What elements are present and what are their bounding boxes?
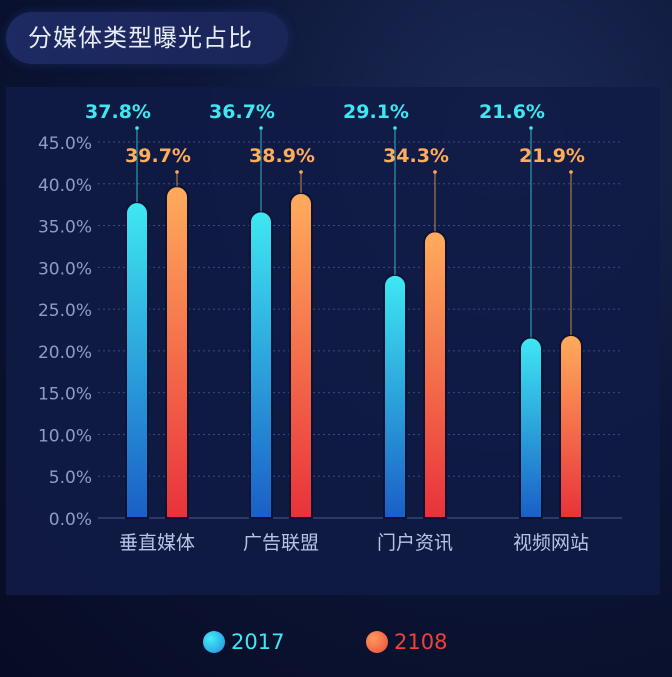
leader-dot (135, 126, 139, 130)
y-tick-label: 0.0% (49, 510, 92, 530)
y-tick-label: 20.0% (38, 343, 92, 363)
y-tick-label: 35.0% (38, 218, 92, 238)
leader-dot (175, 170, 179, 174)
legend-dot-icon (366, 631, 388, 653)
bar-2017-1[interactable] (249, 210, 273, 519)
leader-dot (433, 170, 437, 174)
legend-dot-icon (203, 631, 225, 653)
legend-label: 2108 (394, 630, 448, 654)
legend-item-2017[interactable]: 2017 (203, 628, 284, 656)
y-tick-label: 25.0% (38, 301, 92, 321)
x-category-label: 视频网站 (513, 532, 589, 554)
data-label: 37.8% (85, 101, 151, 123)
bar-2017-0[interactable] (125, 201, 149, 519)
legend-item-2108[interactable]: 2108 (366, 628, 447, 656)
leader-dot (259, 126, 263, 130)
legend: 2017 2108 (0, 622, 672, 662)
bar-2108-1[interactable] (289, 192, 313, 519)
y-tick-label: 15.0% (38, 385, 92, 405)
y-tick-label: 5.0% (49, 468, 92, 488)
x-category-label: 门户资讯 (377, 532, 453, 554)
x-category-label: 广告联盟 (243, 532, 319, 554)
chart-panel (6, 87, 660, 595)
chart-title: 分媒体类型曝光占比 (28, 24, 253, 52)
data-label: 21.9% (519, 145, 585, 167)
leader-dot (299, 170, 303, 174)
leader-dot (393, 126, 397, 130)
data-label: 21.6% (479, 101, 545, 123)
y-tick-label: 30.0% (38, 259, 92, 279)
chart-title-badge: 分媒体类型曝光占比 (6, 12, 288, 64)
leader-dot (569, 170, 573, 174)
data-label: 39.7% (125, 145, 191, 167)
bar-2108-3[interactable] (559, 334, 583, 519)
y-tick-label: 10.0% (38, 426, 92, 446)
x-category-label: 垂直媒体 (119, 532, 195, 554)
y-tick-label: 40.0% (38, 176, 92, 196)
data-label: 36.7% (209, 101, 275, 123)
y-tick-label: 45.0% (38, 134, 92, 154)
data-label: 29.1% (343, 101, 409, 123)
leader-dot (529, 126, 533, 130)
bar-2017-3[interactable] (519, 336, 543, 519)
data-label: 38.9% (249, 145, 315, 167)
legend-label: 2017 (231, 630, 285, 654)
data-label: 34.3% (383, 145, 449, 167)
bar-2017-2[interactable] (383, 273, 407, 519)
bar-2108-2[interactable] (423, 230, 447, 519)
bar-2108-0[interactable] (165, 185, 189, 519)
